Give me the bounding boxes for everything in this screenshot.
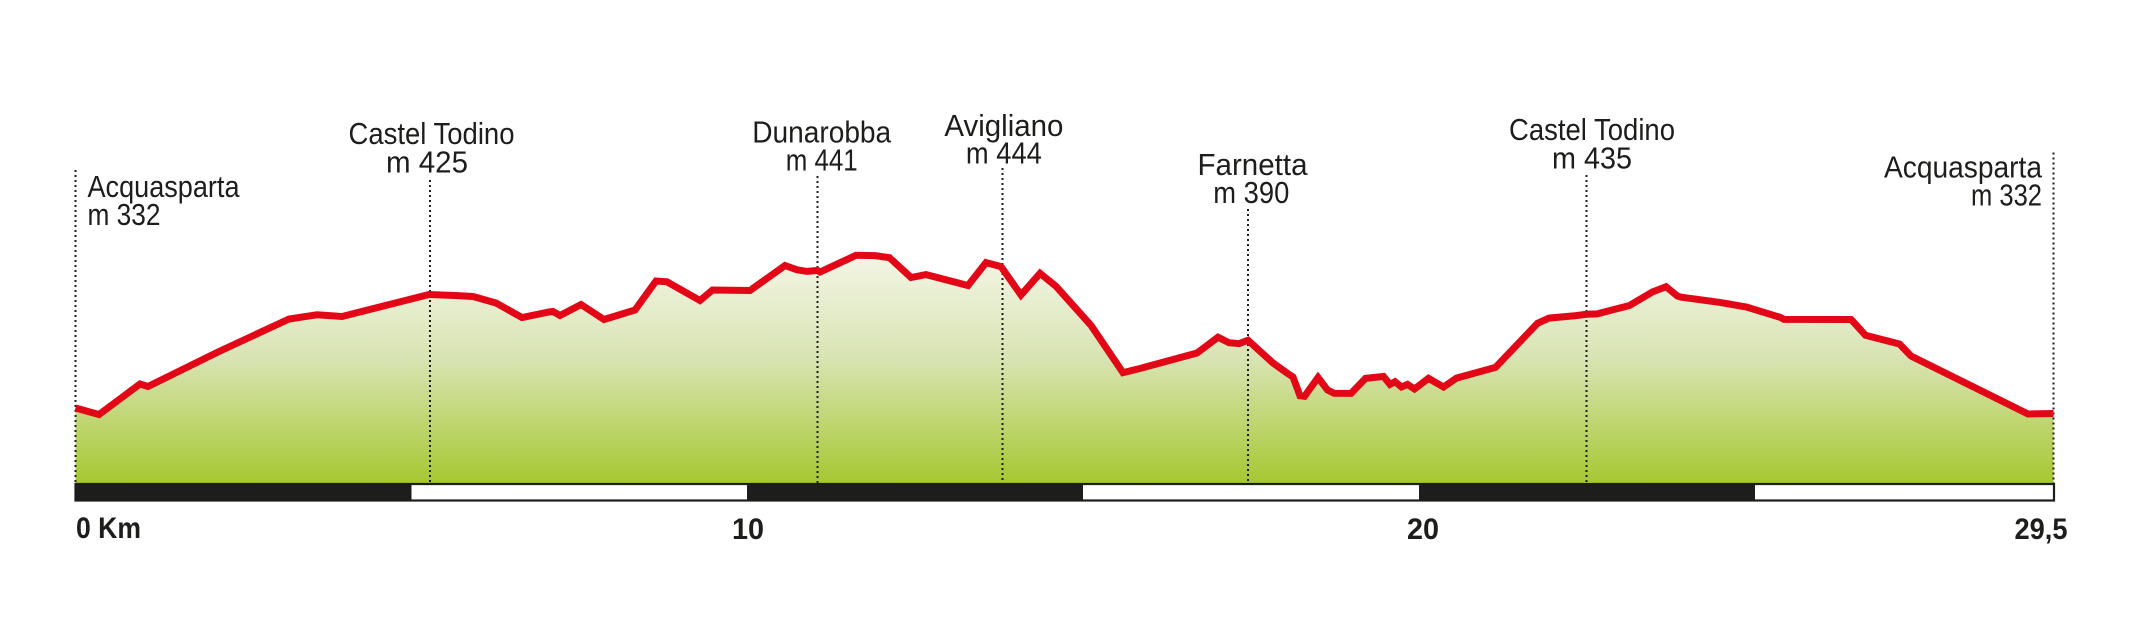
- svg-text:Castel Todino: Castel Todino: [349, 116, 515, 151]
- svg-text:Acquasparta: Acquasparta: [88, 169, 241, 204]
- svg-text:Acquasparta: Acquasparta: [1884, 150, 2043, 185]
- svg-text:m 332: m 332: [1971, 178, 2042, 213]
- svg-text:20: 20: [1407, 513, 1439, 546]
- svg-text:10: 10: [732, 513, 764, 546]
- svg-text:m 444: m 444: [966, 135, 1042, 170]
- svg-text:m 390: m 390: [1213, 175, 1289, 210]
- svg-text:Dunarobba: Dunarobba: [752, 114, 892, 149]
- svg-text:Castel Todino: Castel Todino: [1509, 112, 1675, 147]
- svg-text:m 332: m 332: [88, 197, 161, 232]
- svg-text:29,5: 29,5: [2015, 513, 2068, 546]
- svg-text:Farnetta: Farnetta: [1198, 147, 1309, 182]
- svg-text:m 435: m 435: [1552, 140, 1632, 175]
- svg-text:m 441: m 441: [786, 143, 858, 178]
- svg-text:Avigliano: Avigliano: [944, 108, 1063, 143]
- svg-text:m 425: m 425: [386, 144, 468, 179]
- svg-text:0 Km: 0 Km: [76, 512, 141, 545]
